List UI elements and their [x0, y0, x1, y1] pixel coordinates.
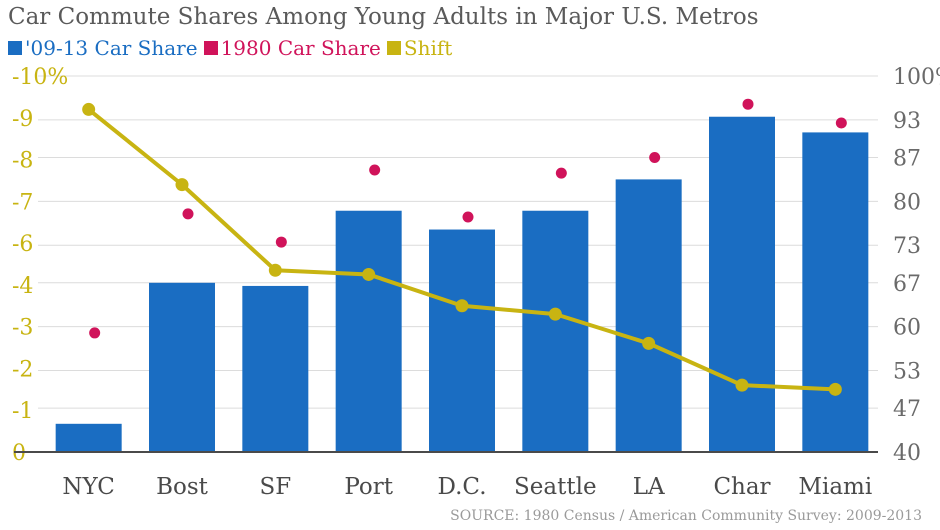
legend-label: 1980 Car Share	[220, 36, 381, 60]
y-left-tick-label: -4	[12, 274, 33, 299]
bar	[55, 423, 122, 452]
bar	[615, 179, 682, 452]
x-tick-label: Char	[713, 474, 770, 500]
y-right-tick-label: 53	[893, 360, 921, 385]
bar	[429, 229, 495, 452]
y-left-tick-label: 0	[12, 441, 26, 466]
y-right-tick-label: 40	[893, 441, 921, 466]
y-left-tick-label: -7	[12, 190, 33, 215]
dot-1980	[555, 167, 567, 179]
dot-1980	[182, 208, 194, 220]
y-right-tick-label: 67	[893, 272, 921, 297]
x-tick-label: Seattle	[514, 474, 597, 500]
shift-point	[735, 378, 749, 392]
bar	[522, 210, 589, 452]
x-tick-label: NYC	[62, 474, 115, 500]
shift-point	[362, 267, 376, 281]
x-tick-label: LA	[633, 474, 665, 500]
bar	[802, 132, 869, 452]
shift-point	[82, 102, 96, 116]
dot-1980	[462, 211, 474, 223]
legend-item-shift: Shift	[386, 36, 453, 60]
bar	[149, 282, 215, 452]
y-right-tick-label: 60	[893, 316, 921, 341]
y-right-tick-label: 87	[893, 146, 921, 171]
shift-point	[455, 299, 469, 313]
x-tick-label: D.C.	[437, 474, 486, 500]
shift-point	[268, 263, 282, 277]
bar	[709, 116, 775, 452]
chart-title: Car Commute Shares Among Young Adults in…	[8, 4, 759, 30]
x-tick-label: Port	[344, 474, 393, 500]
dot-1980	[369, 164, 381, 176]
legend-label: Shift	[403, 36, 453, 60]
shift-point	[548, 307, 562, 321]
y-left-tick-label: -2	[12, 357, 33, 382]
y-left-tick-label: -3	[12, 316, 33, 341]
y-right-tick-label: 100%	[893, 65, 940, 90]
dot-1980	[649, 151, 661, 163]
y-left-tick-label: -10%	[12, 65, 68, 90]
dot-1980	[742, 98, 754, 110]
source-note: SOURCE: 1980 Census / American Community…	[450, 508, 922, 524]
bar	[242, 285, 309, 452]
legend-swatch-magenta	[203, 41, 218, 55]
dot-1980	[835, 117, 847, 129]
shift-point	[642, 336, 656, 350]
y-left-tick-label: -1	[12, 399, 33, 424]
legend-item-car-0913: '09-13 Car Share	[8, 36, 198, 60]
y-left-tick-label: -6	[12, 232, 33, 257]
y-right-tick-label: 93	[893, 109, 921, 134]
dot-1980	[275, 236, 287, 248]
legend-label: '09-13 Car Share	[25, 36, 198, 60]
y-left-tick-label: -8	[12, 149, 33, 174]
y-right-tick-label: 80	[893, 190, 921, 215]
dot-1980	[89, 327, 101, 339]
shift-point	[175, 178, 189, 192]
shift-point	[828, 382, 842, 396]
y-right-tick-label: 73	[893, 234, 921, 259]
legend-item-car-1980: 1980 Car Share	[203, 36, 381, 60]
legend: '09-13 Car Share 1980 Car Share Shift	[8, 36, 458, 60]
y-right-tick-label: 47	[893, 397, 921, 422]
legend-swatch-blue	[8, 41, 22, 55]
legend-swatch-gold	[386, 41, 401, 55]
x-tick-label: SF	[259, 474, 291, 500]
bar	[335, 210, 402, 452]
x-tick-label: Miami	[798, 474, 872, 500]
x-tick-label: Bost	[156, 474, 209, 500]
y-left-tick-label: -9	[12, 107, 33, 132]
